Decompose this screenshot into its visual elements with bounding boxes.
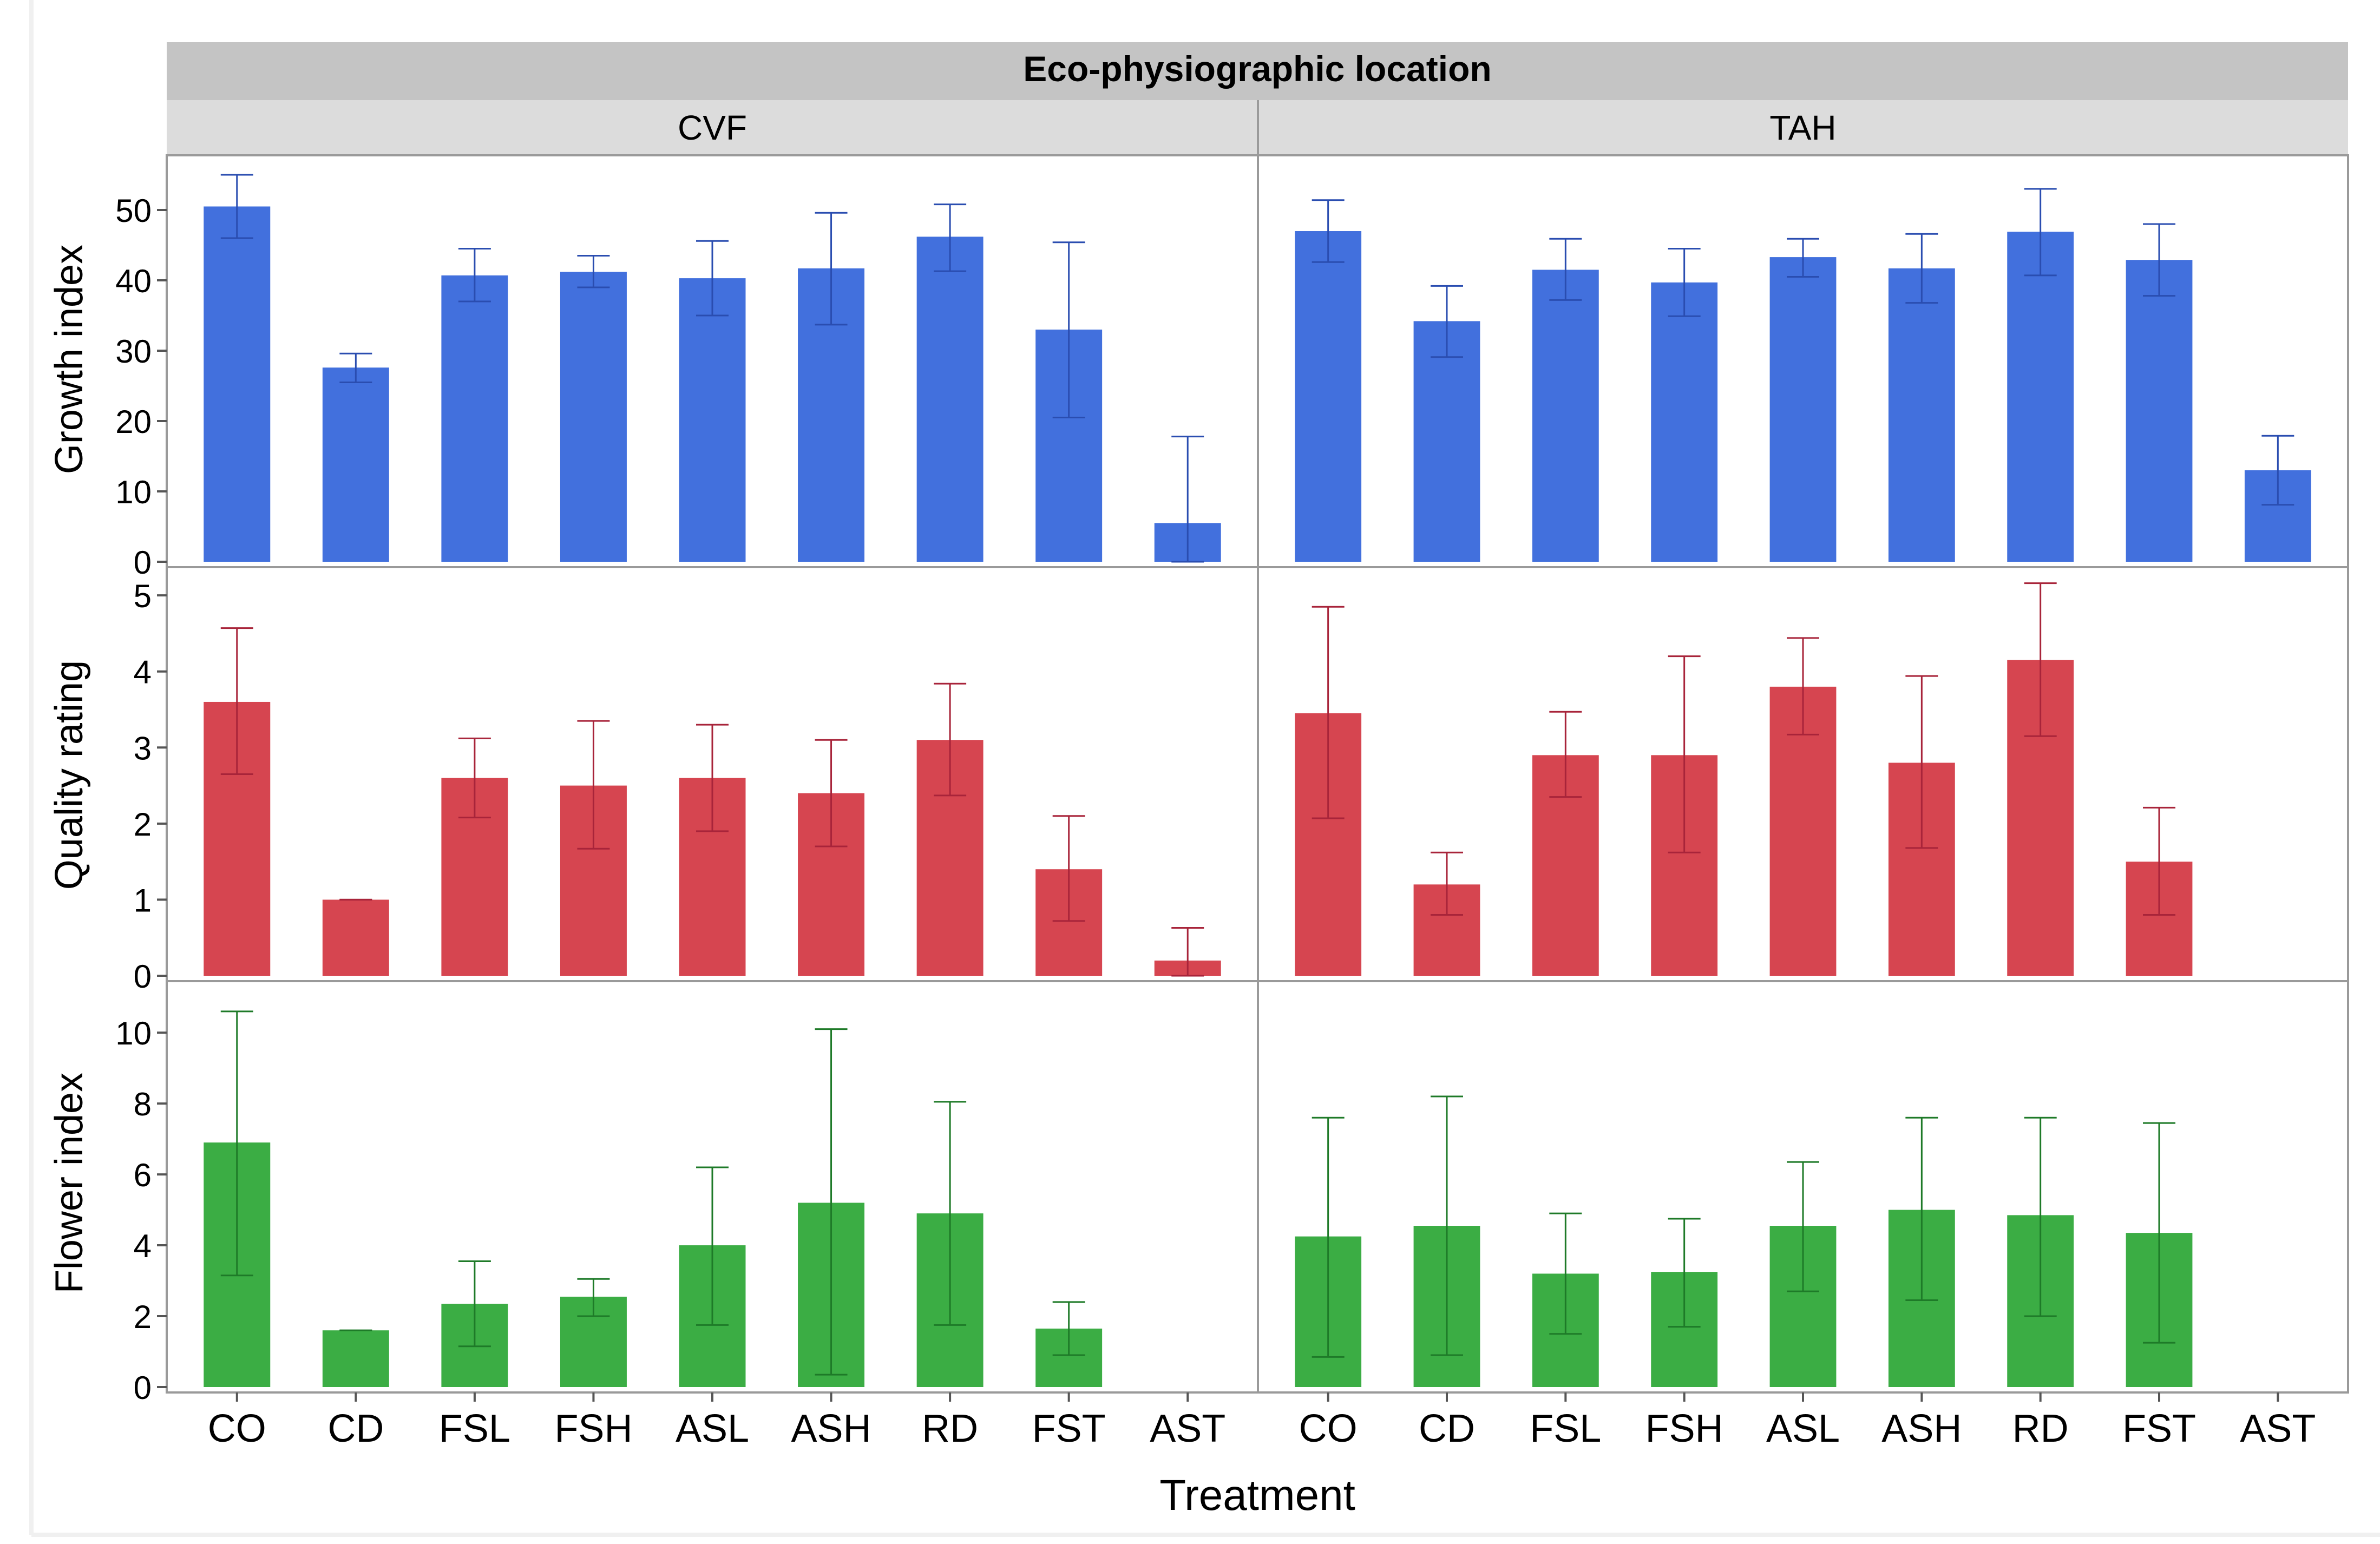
xtick-label-cvf-ast: AST xyxy=(1150,1407,1225,1450)
ytick-label-quality-1: 1 xyxy=(134,882,152,918)
bar-growth-tah-cd xyxy=(1413,321,1480,562)
xtick-label-tah-fst: FST xyxy=(2122,1407,2196,1450)
xtick-label-tah-ast: AST xyxy=(2240,1407,2316,1450)
bar-growth-cvf-cd xyxy=(322,367,389,562)
ylabel-growth: Growth index xyxy=(48,245,91,474)
ytick-label-quality-0: 0 xyxy=(134,958,152,995)
ytick-label-quality-5: 5 xyxy=(134,578,152,614)
xtick-label-tah-ash: ASH xyxy=(1881,1407,1962,1450)
bar-growth-tah-fsh xyxy=(1651,282,1718,562)
panel-label-cvf: CVF xyxy=(678,108,747,147)
xtick-label-cvf-rd: RD xyxy=(922,1407,978,1450)
ytick-label-flower-10: 10 xyxy=(115,1015,152,1052)
ytick-label-growth-20: 20 xyxy=(115,404,152,440)
chart-title: Eco-physiographic location xyxy=(1023,49,1491,89)
ytick-label-growth-50: 50 xyxy=(115,193,152,229)
xtick-label-cvf-cd: CD xyxy=(327,1407,384,1450)
bar-flower-cvf-cd xyxy=(322,1330,389,1387)
ytick-label-growth-30: 30 xyxy=(115,333,152,370)
panel-label-tah: TAH xyxy=(1769,108,1836,147)
ytick-label-flower-2: 2 xyxy=(134,1299,152,1335)
bar-growth-tah-fsl xyxy=(1532,270,1599,562)
ytick-label-growth-10: 10 xyxy=(115,474,152,510)
xtick-label-cvf-fsl: FSL xyxy=(439,1407,510,1450)
xtick-label-tah-co: CO xyxy=(1299,1407,1358,1450)
bar-growth-tah-co xyxy=(1295,231,1362,562)
bar-growth-cvf-fsl xyxy=(441,275,508,562)
ytick-label-flower-4: 4 xyxy=(134,1228,152,1264)
ytick-label-flower-6: 6 xyxy=(134,1157,152,1193)
bar-growth-cvf-rd xyxy=(916,236,984,562)
ytick-label-quality-4: 4 xyxy=(134,654,152,691)
xtick-label-tah-fsl: FSL xyxy=(1530,1407,1601,1450)
xtick-label-cvf-fsh: FSH xyxy=(554,1407,632,1450)
ytick-label-growth-40: 40 xyxy=(115,263,152,299)
xtick-label-tah-fsh: FSH xyxy=(1645,1407,1723,1450)
ytick-label-growth-0: 0 xyxy=(134,544,152,581)
bar-growth-cvf-asl xyxy=(679,278,746,562)
bar-growth-tah-fst xyxy=(2126,260,2193,562)
xlabel: Treatment xyxy=(1159,1471,1355,1519)
xtick-label-cvf-fst: FST xyxy=(1032,1407,1106,1450)
ytick-label-quality-2: 2 xyxy=(134,806,152,843)
bar-growth-tah-ash xyxy=(1888,268,1955,562)
ytick-label-quality-3: 3 xyxy=(134,730,152,766)
bar-growth-cvf-fsh xyxy=(560,272,627,562)
bar-growth-tah-rd xyxy=(2007,232,2074,562)
xtick-label-tah-rd: RD xyxy=(2012,1407,2069,1450)
ylabel-flower: Flower index xyxy=(48,1073,91,1293)
xtick-label-cvf-co: CO xyxy=(208,1407,266,1450)
xtick-label-tah-asl: ASL xyxy=(1766,1407,1840,1450)
xtick-label-cvf-ash: ASH xyxy=(791,1407,871,1450)
ytick-label-flower-0: 0 xyxy=(134,1370,152,1406)
bar-growth-cvf-co xyxy=(204,206,271,562)
title-strip xyxy=(167,42,2348,100)
bar-growth-tah-asl xyxy=(1769,257,1837,562)
xtick-label-tah-cd: CD xyxy=(1419,1407,1475,1450)
ytick-label-flower-8: 8 xyxy=(134,1086,152,1122)
bar-quality-cvf-cd xyxy=(322,899,389,976)
ylabel-quality: Quality rating xyxy=(48,660,91,890)
xtick-label-cvf-asl: ASL xyxy=(676,1407,749,1450)
